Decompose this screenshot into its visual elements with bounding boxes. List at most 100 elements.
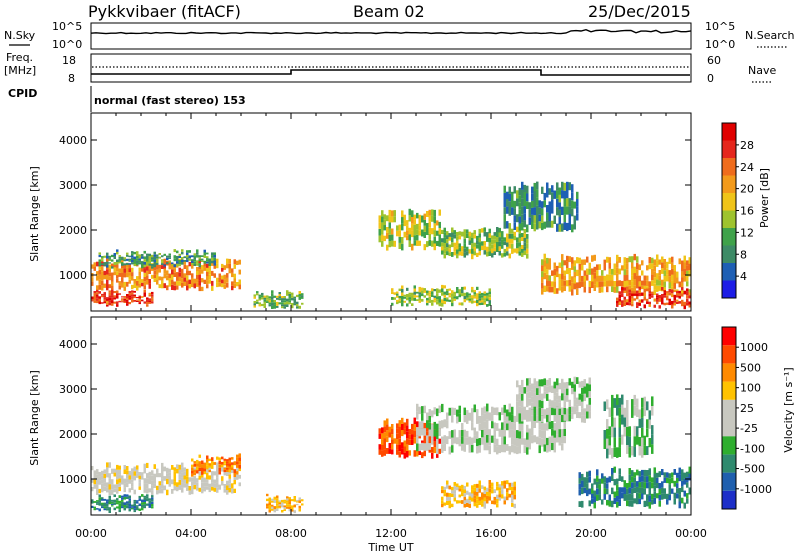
velocity-cell xyxy=(566,395,569,402)
velocity-cell xyxy=(581,500,584,508)
velocity-cell xyxy=(633,446,636,457)
power-cell xyxy=(488,251,491,256)
velocity-cell xyxy=(546,437,549,446)
power-cell xyxy=(423,244,426,251)
power-cell xyxy=(438,302,441,307)
power-cell xyxy=(541,186,544,194)
velocity-cell xyxy=(473,435,476,443)
velocity-cell xyxy=(648,410,651,420)
power-cell xyxy=(676,299,679,302)
power-cell xyxy=(226,282,229,288)
power-cell xyxy=(463,238,466,244)
power-cell xyxy=(651,291,654,294)
power-cell xyxy=(453,242,456,247)
velocity-cell xyxy=(411,439,414,445)
power-cell xyxy=(436,220,439,226)
power-cell xyxy=(546,269,549,275)
power-cell xyxy=(563,206,566,215)
velocity-cell xyxy=(268,510,271,513)
power-cell xyxy=(281,306,284,309)
power-cell xyxy=(138,295,141,297)
power-cell xyxy=(618,268,621,275)
power-cell xyxy=(158,256,161,259)
velocity-cell xyxy=(648,502,651,509)
velocity-cell xyxy=(606,428,609,439)
power-colorbar-tick-label: 24 xyxy=(740,161,754,174)
power-cell xyxy=(261,292,264,296)
velocity-cell xyxy=(98,508,101,512)
velocity-cell xyxy=(606,399,609,410)
velocity-colorbar-tick-label: -500 xyxy=(740,463,765,476)
velocity-cell xyxy=(486,442,489,451)
power-cell xyxy=(623,287,626,291)
power-cell xyxy=(181,268,184,274)
power-cell xyxy=(548,214,551,222)
velocity-cell xyxy=(636,398,639,408)
power-cell xyxy=(183,256,186,259)
power-cell xyxy=(443,248,446,254)
power-cell xyxy=(168,260,171,263)
power-cell xyxy=(403,300,406,303)
velocity-cell xyxy=(148,475,151,480)
velocity-cell xyxy=(643,500,646,507)
velocity-cell xyxy=(481,496,484,500)
power-cell xyxy=(478,295,481,299)
power-cell xyxy=(641,299,644,303)
velocity-cell xyxy=(443,443,446,451)
power-cell xyxy=(103,301,106,304)
power-cell xyxy=(431,291,434,295)
velocity-cell xyxy=(268,505,271,508)
power-cell xyxy=(191,255,194,258)
velocity-cell xyxy=(413,450,416,457)
velocity-cell xyxy=(591,493,594,499)
velocity-cell xyxy=(438,448,441,454)
power-cell xyxy=(651,263,654,269)
velocity-cell xyxy=(563,436,566,444)
velocity-cell xyxy=(103,508,106,511)
velocity-cell xyxy=(548,413,551,421)
power-cell xyxy=(136,251,139,254)
velocity-cell xyxy=(296,503,299,506)
velocity-cell xyxy=(211,471,214,475)
velocity-colorbar-swatch xyxy=(722,418,736,437)
power-cell xyxy=(206,272,209,277)
velocity-cell xyxy=(441,489,444,494)
power-cell xyxy=(91,264,94,269)
velocity-cell xyxy=(198,467,201,472)
power-cell xyxy=(213,252,216,255)
power-cell xyxy=(138,262,141,265)
velocity-cell xyxy=(463,407,466,415)
velocity-cell xyxy=(113,484,116,489)
velocity-cell xyxy=(638,487,641,494)
velocity-cell xyxy=(158,485,161,490)
power-cell xyxy=(156,274,159,280)
power-cell xyxy=(433,295,436,298)
power-cell xyxy=(136,281,139,286)
power-cell xyxy=(106,297,109,299)
velocity-cell xyxy=(118,482,121,487)
power-cell xyxy=(141,254,144,257)
power-cell xyxy=(291,297,294,301)
velocity-cell xyxy=(231,483,234,489)
velocity-cell xyxy=(228,478,231,484)
power-cell xyxy=(196,254,199,258)
velocity-cell xyxy=(101,470,104,476)
velocity-cell xyxy=(506,496,509,501)
velocity-cell xyxy=(513,495,516,500)
power-cell xyxy=(418,300,421,303)
power-cell xyxy=(673,271,676,277)
velocity-cell xyxy=(436,438,439,447)
power-cell xyxy=(386,244,389,251)
power-cell xyxy=(206,280,209,285)
power-cell xyxy=(643,304,646,309)
power-cell xyxy=(598,287,601,293)
power-cell xyxy=(656,279,659,286)
velocity-cell xyxy=(406,444,409,451)
velocity-cell xyxy=(613,497,616,504)
power-cell xyxy=(503,192,506,201)
velocity-cell xyxy=(678,488,681,495)
velocity-cell xyxy=(173,467,176,472)
power-cell xyxy=(558,217,561,225)
power-cell xyxy=(566,222,569,232)
velocity-cell xyxy=(531,383,534,390)
